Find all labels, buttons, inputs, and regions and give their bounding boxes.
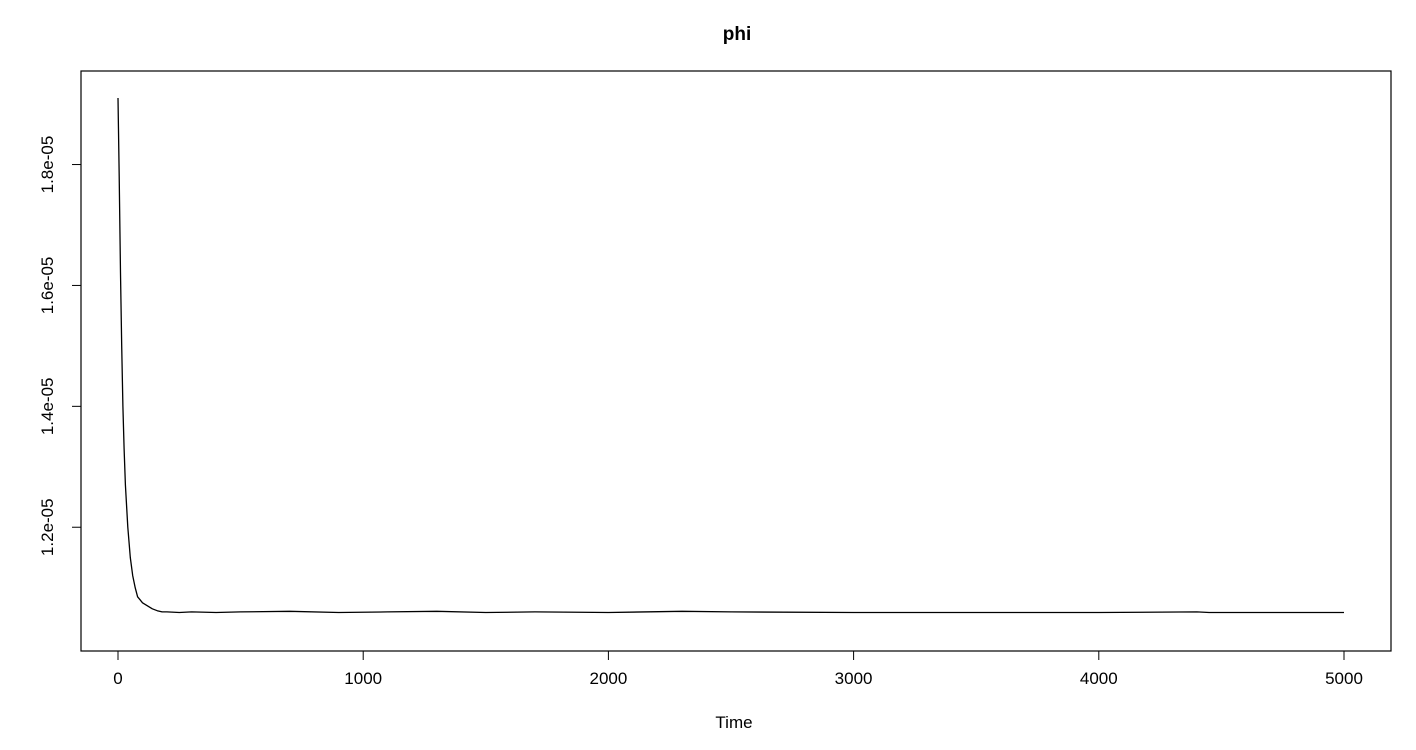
plot-frame xyxy=(80,70,1392,652)
x-tick-label: 5000 xyxy=(1325,669,1363,688)
x-tick-label: 4000 xyxy=(1080,669,1118,688)
x-axis-label: Time xyxy=(715,713,752,732)
y-tick-label: 1.4e-05 xyxy=(38,378,57,436)
y-tick-label: 1.8e-05 xyxy=(38,136,57,194)
series-layer xyxy=(117,97,1344,614)
y-axis: 1.2e-05 1.4e-05 1.6e-05 1.8e-05 xyxy=(38,136,82,556)
y-tick-label: 1.6e-05 xyxy=(38,257,57,315)
chart-title: phi xyxy=(723,24,752,45)
x-tick-label: 0 xyxy=(113,669,122,688)
x-tick-label: 1000 xyxy=(344,669,382,688)
x-axis: 0 1000 2000 3000 4000 5000 xyxy=(113,650,1363,688)
y-tick-label: 1.2e-05 xyxy=(38,498,57,556)
x-tick-label: 3000 xyxy=(835,669,873,688)
x-tick-label: 2000 xyxy=(589,669,627,688)
series-line xyxy=(117,97,1344,614)
